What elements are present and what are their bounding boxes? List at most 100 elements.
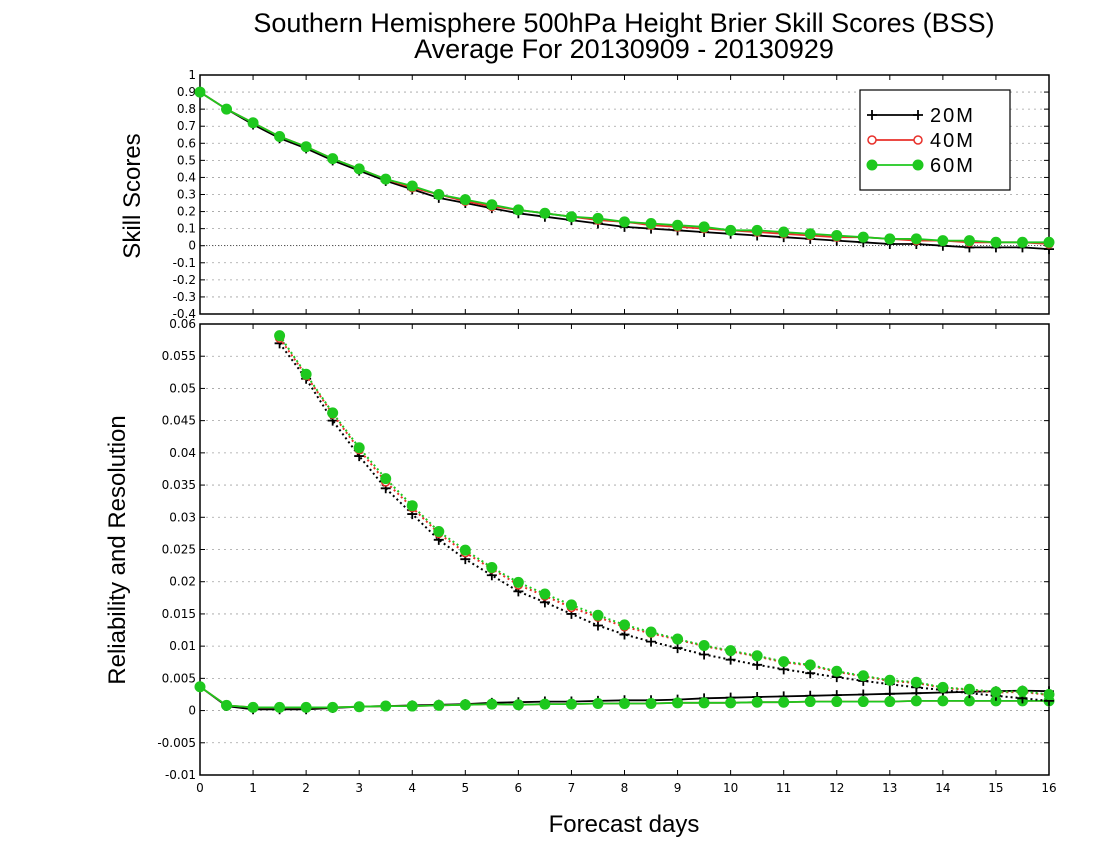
bottom-y-tick-label: 0.025 (162, 543, 196, 557)
bss-point-60M (1016, 236, 1028, 248)
top-y-tick-label: 1 (188, 68, 196, 82)
bss-point-60M (831, 229, 843, 241)
bss-point-60M (990, 236, 1002, 248)
bottom-y-tick-label: -0.01 (165, 768, 196, 782)
legend-label-60M: 60M (930, 155, 975, 177)
legend-marker-40M (867, 135, 877, 145)
top-y-tick-label: 0 (188, 239, 196, 253)
resolution-point-60M (353, 442, 365, 454)
x-tick-labels: 0 1 2 3 4 5 6 7 8 9 10 11 12 13 14 15 16 (196, 75, 1057, 795)
bottom-y-tick-label: 0.05 (169, 381, 196, 395)
top-y-tick-label: -0.2 (173, 273, 196, 287)
reliability-point-60M (698, 697, 710, 709)
x-tick-label: 8 (621, 781, 629, 795)
resolution-point-60M (459, 544, 471, 556)
top-y-tick-label: -0.4 (173, 307, 196, 321)
bottom-y-tick-label: 0.04 (169, 446, 196, 460)
bottom-y-tick-label: 0.055 (162, 349, 196, 363)
bss-point-60M (778, 226, 790, 238)
bss-point-60M (221, 103, 233, 115)
x-tick-label: 13 (882, 781, 897, 795)
x-tick-label: 1 (249, 781, 257, 795)
legend: 20M 40M 60M (859, 89, 1011, 191)
top-y-tick-label: 0.6 (177, 136, 196, 150)
resolution-point-20M (672, 643, 683, 654)
top-y-tick-label: 0.3 (177, 188, 196, 202)
resolution-point-60M (725, 645, 737, 657)
x-tick-label: 12 (829, 781, 844, 795)
bottom-y-tick-label: 0.06 (169, 317, 196, 331)
resolution-point-60M (831, 665, 843, 677)
chart-subtitle: Average For 20130909 - 20130929 (414, 34, 834, 64)
x-tick-label: 10 (723, 781, 738, 795)
bottom-y-tick-label: 0.02 (169, 575, 196, 589)
bottom-series-group (194, 330, 1055, 715)
x-tick-label: 2 (302, 781, 310, 795)
top-series-group (194, 86, 1055, 255)
reliability-point-60M (884, 696, 896, 708)
top-y-tick-label: 0.2 (177, 205, 196, 219)
resolution-point-20M (752, 659, 763, 670)
reliability-point-60M (274, 701, 286, 713)
reliability-point-60M (353, 701, 365, 713)
bss-point-60M (247, 117, 259, 129)
reliability-point-60M (592, 697, 604, 709)
resolution-point-20M (592, 620, 603, 631)
resolution-point-60M (406, 500, 418, 512)
resolution-point-60M (565, 599, 577, 611)
bss-point-60M (433, 189, 445, 200)
x-tick-label: 4 (408, 781, 416, 795)
reliability-point-60M (512, 699, 524, 711)
reliability-point-60M (857, 696, 869, 708)
reliability-point-60M (459, 699, 471, 711)
reliability-point-60M (910, 695, 922, 707)
chart-title: Southern Hemisphere 500hPa Height Brier … (253, 8, 994, 38)
resolution-point-60M (539, 588, 551, 600)
resolution-point-60M (380, 473, 392, 485)
x-tick-label: 15 (988, 781, 1003, 795)
bss-point-60M (459, 194, 471, 206)
bss-point-60M (619, 216, 630, 228)
resolution-line-20M (278, 342, 1050, 702)
bss-point-60M (1043, 236, 1055, 248)
resolution-point-60M (486, 562, 498, 574)
reliability-point-60M (539, 698, 551, 710)
resolution-point-60M (1016, 685, 1028, 697)
bss-point-60M (698, 221, 710, 233)
resolution-point-60M (751, 650, 763, 662)
bottom-y-tick-label: 0.01 (169, 639, 196, 653)
bottom-y-tick-label: 0.045 (162, 414, 196, 428)
reliability-point-60M (725, 697, 737, 709)
bss-point-60M (274, 130, 286, 142)
x-tick-label: 9 (674, 781, 682, 795)
resolution-point-60M (937, 681, 949, 693)
resolution-point-60M (300, 368, 312, 380)
bss-point-60M (406, 180, 418, 192)
x-tick-label: 0 (196, 781, 204, 795)
x-tick-label: 11 (776, 781, 791, 795)
x-tick-label: 3 (355, 781, 363, 795)
bottom-y-tick-label: 0.015 (162, 607, 196, 621)
bss-point-60M (645, 218, 657, 230)
top-y-tick-label: 0.5 (177, 153, 196, 167)
bottom-y-tick-label: 0.035 (162, 478, 196, 492)
resolution-line-60M (278, 335, 1050, 696)
x-axis-label: Forecast days (549, 811, 700, 838)
bss-point-60M (300, 141, 312, 153)
resolution-point-60M (698, 639, 710, 651)
resolution-point-60M (963, 683, 975, 695)
bss-point-60M (592, 212, 604, 224)
bss-point-60M (353, 163, 365, 175)
reliability-point-60M (645, 697, 657, 709)
x-tick-label: 16 (1041, 781, 1056, 795)
reliability-point-60M (380, 700, 392, 712)
resolution-point-60M (804, 659, 816, 671)
top-y-tick-labels: 1 0.9 0.8 0.7 0.6 0.5 0.4 0.3 0.2 0.1 0 -0.1 -0.2 -0.… (173, 68, 1049, 321)
reliability-point-60M (937, 695, 949, 707)
resolution-line-40M (278, 337, 1050, 697)
bss-point-60M (725, 224, 737, 236)
x-tick-label: 5 (461, 781, 469, 795)
bottom-y-tick-label: 0.03 (169, 510, 196, 524)
reliability-point-60M (831, 696, 843, 708)
